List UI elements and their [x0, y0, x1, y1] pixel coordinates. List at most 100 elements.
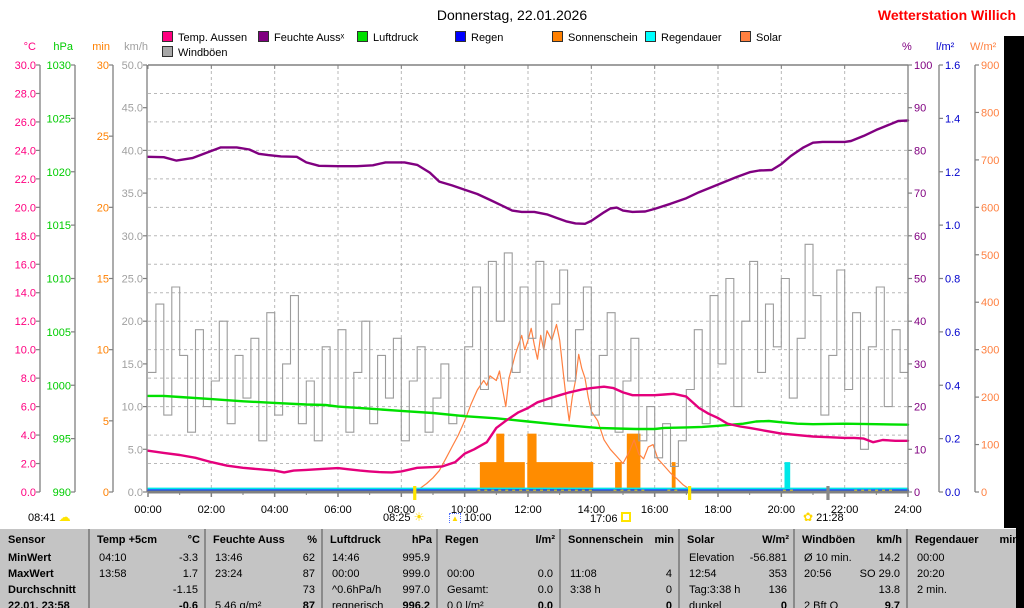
table-value: 0.0	[537, 600, 553, 608]
y-tick-label: 40	[914, 316, 926, 328]
y-tick-label: 1020	[47, 167, 71, 179]
table-value: -1.15	[172, 584, 198, 596]
table-header-unit: %	[307, 534, 317, 546]
y-tick-label: 1030	[47, 60, 71, 72]
x-tick-label: 14:00	[578, 504, 606, 516]
table-header-windben: Windböen	[802, 534, 856, 546]
table-value-label: Gesamt:	[447, 584, 489, 596]
table-header-luftdruck: Luftdruck	[330, 534, 381, 546]
legend-color-swatch	[740, 31, 751, 42]
table-header-temp5cm: Temp +5cm	[97, 534, 158, 546]
table-value: 995.9	[402, 552, 430, 564]
y-tick-label: 12.0	[15, 316, 36, 328]
table-header-unit: °C	[187, 534, 200, 546]
right-black-strip-bottom	[1016, 528, 1024, 608]
y-tick-label: 35.0	[122, 188, 143, 200]
table-value-label: 00:00	[447, 568, 475, 580]
table-value-label: 2 Bft O	[804, 600, 839, 608]
event-0841: 08:41 ☁	[28, 510, 71, 526]
x-tick-label: 22:00	[831, 504, 859, 516]
axis-unit-hPa: hPa	[53, 41, 73, 53]
y-tick-label: 50	[914, 274, 926, 286]
y-tick-label: 8.0	[21, 373, 36, 385]
table-value: 996.2	[402, 600, 430, 608]
legend-item-regendauer: Regendauer	[645, 31, 722, 44]
table-value: -3.3	[179, 552, 198, 564]
sunshine-bar	[671, 462, 676, 492]
legend-item-tempaussen: Temp. Aussen	[162, 31, 247, 44]
table-value: 62	[302, 552, 315, 564]
table-value-label: ^0.6hPa/h	[332, 584, 382, 596]
x-tick-label: 10:00	[451, 504, 479, 516]
y-tick-label: 5	[103, 416, 109, 428]
y-tick-label: 1.6	[945, 60, 960, 72]
axis-event-marker	[826, 486, 830, 500]
y-tick-label: 1015	[47, 220, 71, 232]
y-tick-label: 100	[981, 440, 999, 452]
y-tick-label: 10	[97, 345, 109, 357]
table-value: 87	[302, 568, 315, 580]
square-icon	[620, 512, 631, 522]
table-header-sensor: Sensor	[8, 534, 46, 546]
flower-icon: ✿	[803, 510, 814, 524]
table-header-unit: km/h	[876, 534, 902, 546]
y-tick-label: 22.0	[15, 174, 36, 186]
y-tick-label: 20.0	[122, 316, 143, 328]
table-value-label: 20:56	[804, 568, 832, 580]
table-header-unit: W/m²	[762, 534, 789, 546]
y-tick-label: 15.0	[122, 359, 143, 371]
legend-color-swatch	[552, 31, 563, 42]
x-tick-label: 00:00	[134, 504, 162, 516]
legend-item-windben: Windböen	[162, 46, 228, 59]
table-row-label: 22.01. 23:58	[8, 600, 70, 608]
y-tick-label: 70	[914, 188, 926, 200]
legend-label: Sonnenschein	[568, 32, 638, 44]
legend-color-swatch	[162, 31, 173, 42]
axis-unit-kmh: km/h	[124, 41, 148, 53]
y-tick-label: 0	[103, 487, 109, 499]
x-tick-label: 18:00	[704, 504, 732, 516]
y-tick-label: 1.4	[945, 113, 960, 125]
x-tick-label: 12:00	[514, 504, 542, 516]
y-tick-label: 300	[981, 345, 999, 357]
y-tick-label: 1.2	[945, 167, 960, 179]
event-time: 10:00	[463, 512, 492, 524]
y-tick-label: 0.6	[945, 327, 960, 339]
legend-color-swatch	[357, 31, 368, 42]
y-tick-label: 20	[914, 402, 926, 414]
event-2128: ✿ 21:28	[803, 510, 844, 526]
y-tick-label: 10.0	[122, 402, 143, 414]
y-tick-label: 400	[981, 297, 999, 309]
sun-icon: ☀	[413, 510, 425, 524]
y-tick-label: 800	[981, 107, 999, 119]
series-feuchteaussen	[146, 119, 910, 226]
table-value-label: 13:58	[99, 568, 127, 580]
y-tick-label: 20.0	[15, 202, 36, 214]
y-tick-label: 80	[914, 145, 926, 157]
page-title: Donnerstag, 22.01.2026	[436, 7, 588, 23]
y-tick-label: 40.0	[122, 145, 143, 157]
weather-chart: 30.0 28.0 26.0 24.0 22.0 20.0 18.0 16.0 14.0 12.0…	[15, 60, 1000, 516]
axis-unit-lm: l/m²	[936, 41, 955, 53]
table-value-label: 20:20	[917, 568, 945, 580]
table-value-label: 13:46	[215, 552, 243, 564]
y-tick-label: 18.0	[15, 231, 36, 243]
y-tick-label: 20	[97, 202, 109, 214]
sunshine-bar	[527, 462, 594, 492]
series-solar	[147, 323, 909, 493]
y-tick-label: 1005	[47, 327, 71, 339]
table-column-separator	[906, 529, 908, 608]
y-tick-label: 0.0	[128, 487, 143, 499]
x-tick-label: 20:00	[768, 504, 796, 516]
y-tick-label: 45.0	[122, 103, 143, 115]
x-tick-label: 06:00	[324, 504, 352, 516]
table-value: -0.6	[179, 600, 198, 608]
cloud-icon: ☁	[58, 510, 71, 524]
table-value-label: 12:54	[689, 568, 717, 580]
table-value-label: 3:38 h	[570, 584, 601, 596]
table-value-label: 11:08	[570, 568, 597, 580]
y-tick-label: 990	[53, 487, 71, 499]
table-value: SO 29.0	[859, 568, 900, 580]
y-tick-label: 0	[914, 487, 920, 499]
x-tick-label: 24:00	[894, 504, 922, 516]
